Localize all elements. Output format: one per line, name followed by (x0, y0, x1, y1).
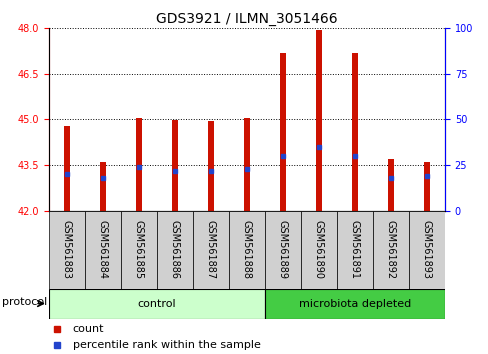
Bar (408, 211, 444, 289)
Bar (121, 211, 157, 289)
Bar (300, 211, 336, 289)
Text: percentile rank within the sample: percentile rank within the sample (73, 340, 260, 350)
Bar (228, 211, 264, 289)
Text: control: control (137, 298, 176, 309)
Bar (193, 211, 228, 289)
Text: microbiota depleted: microbiota depleted (298, 298, 410, 309)
Text: count: count (73, 324, 104, 334)
Text: GSM561887: GSM561887 (205, 220, 216, 279)
Bar (49, 211, 85, 289)
Bar (207, 121, 214, 211)
Text: GSM561893: GSM561893 (421, 220, 431, 279)
Text: GSM561884: GSM561884 (98, 220, 108, 279)
Title: GDS3921 / ILMN_3051466: GDS3921 / ILMN_3051466 (156, 12, 337, 26)
Bar (279, 53, 285, 211)
Bar (135, 118, 142, 211)
Text: GSM561891: GSM561891 (349, 220, 359, 279)
Bar (85, 211, 121, 289)
Bar (423, 162, 429, 211)
Bar (264, 211, 300, 289)
Text: GSM561892: GSM561892 (385, 220, 395, 279)
Text: GSM561888: GSM561888 (242, 220, 251, 279)
Bar (336, 211, 372, 289)
Bar (351, 53, 358, 211)
Bar (372, 211, 408, 289)
Text: GSM561889: GSM561889 (277, 220, 287, 279)
Bar (315, 30, 322, 211)
Bar (63, 126, 70, 211)
Bar (100, 162, 106, 211)
Text: GSM561890: GSM561890 (313, 220, 323, 279)
Text: GSM561886: GSM561886 (170, 220, 180, 279)
Bar (157, 211, 193, 289)
Bar (387, 159, 393, 211)
Bar (243, 118, 250, 211)
Text: protocol: protocol (2, 297, 48, 307)
Bar (49, 289, 264, 319)
Bar (171, 120, 178, 211)
Bar (264, 289, 444, 319)
Text: GSM561885: GSM561885 (134, 220, 143, 279)
Text: GSM561883: GSM561883 (62, 220, 72, 279)
